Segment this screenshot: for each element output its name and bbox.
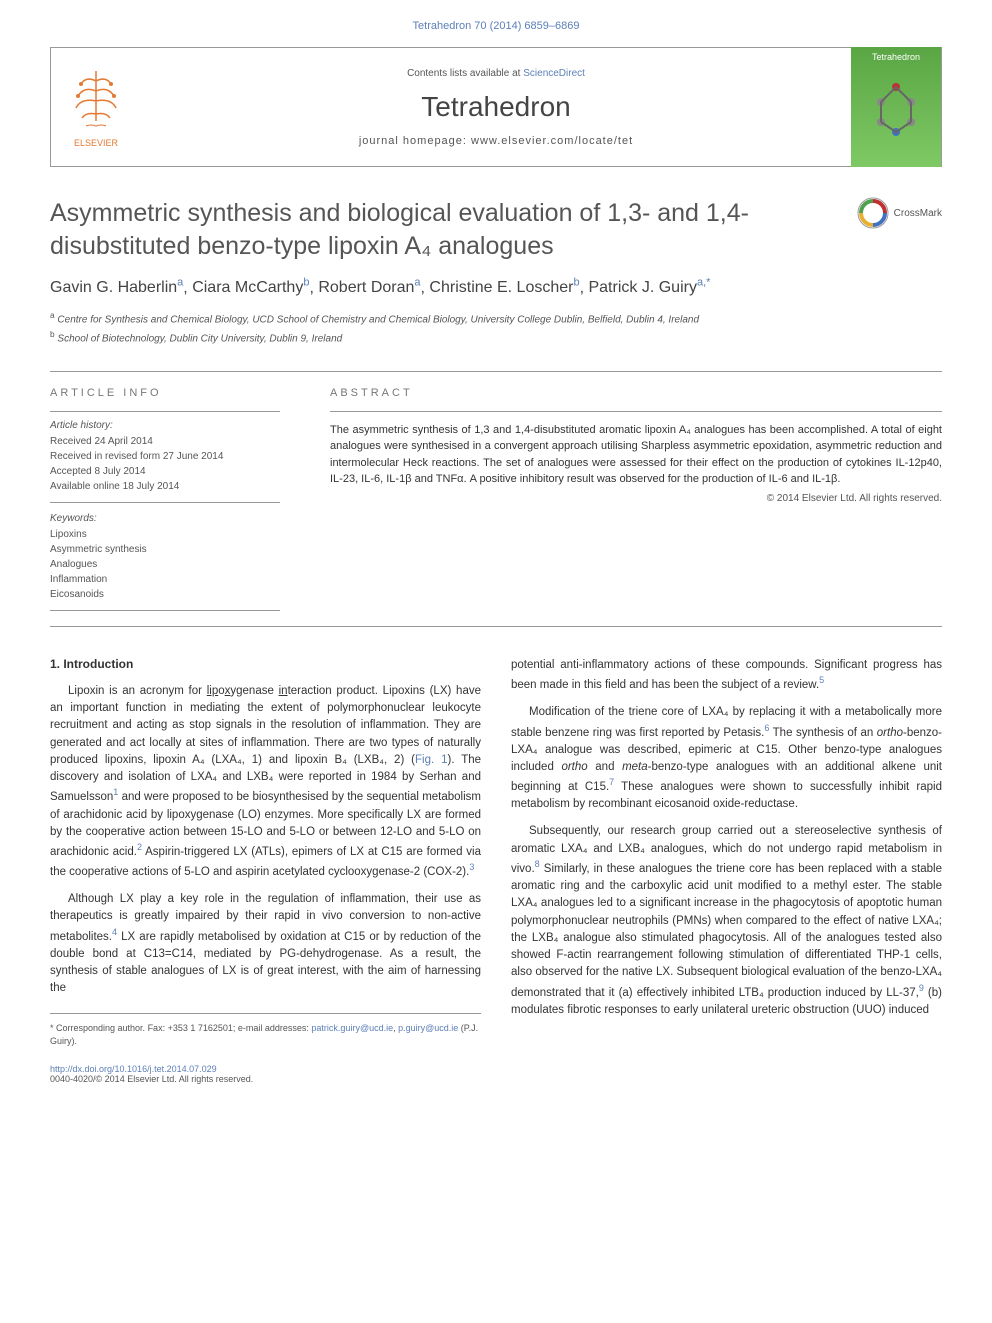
author: Gavin G. Haberlina xyxy=(50,279,183,296)
keyword-item: Eicosanoids xyxy=(50,587,280,602)
affiliations: a Centre for Synthesis and Chemical Biol… xyxy=(50,309,942,346)
article-info-header: ARTICLE INFO xyxy=(50,387,280,399)
sciencedirect-link[interactable]: ScienceDirect xyxy=(523,68,585,79)
email-link-2[interactable]: p.guiry@ucd.ie xyxy=(398,1023,458,1033)
journal-cover: Tetrahedron xyxy=(851,47,941,167)
abstract-text: The asymmetric synthesis of 1,3 and 1,4-… xyxy=(330,411,942,488)
author: Patrick J. Guirya,* xyxy=(588,279,710,296)
keyword-item: Analogues xyxy=(50,557,280,572)
journal-reference: Tetrahedron 70 (2014) 6859–6869 xyxy=(50,20,942,32)
col2-p3: Subsequently, our research group carried… xyxy=(511,823,942,1018)
abstract-copyright: © 2014 Elsevier Ltd. All rights reserved… xyxy=(330,493,942,504)
elsevier-tree-icon xyxy=(66,66,126,136)
crossmark-label: CrossMark xyxy=(894,208,942,219)
doi-link[interactable]: http://dx.doi.org/10.1016/j.tet.2014.07.… xyxy=(50,1064,481,1074)
homepage-url[interactable]: www.elsevier.com/locate/tet xyxy=(471,135,633,147)
elsevier-label: ELSEVIER xyxy=(74,138,118,148)
journal-homepage: journal homepage: www.elsevier.com/locat… xyxy=(141,135,851,147)
crossmark-badge[interactable]: CrossMark xyxy=(857,197,942,229)
keywords-label: Keywords: xyxy=(50,513,280,524)
abstract-header: ABSTRACT xyxy=(330,387,942,399)
intro-p2: Although LX play a key role in the regul… xyxy=(50,891,481,997)
journal-header: ELSEVIER Contents lists available at Sci… xyxy=(50,47,942,167)
article-title: Asymmetric synthesis and biological eval… xyxy=(50,197,837,262)
crossmark-icon xyxy=(857,197,889,229)
intro-p1: Lipoxin is an acronym for lipoxygenase i… xyxy=(50,683,481,881)
corresponding-author: * Corresponding author. Fax: +353 1 7162… xyxy=(50,1022,481,1049)
history-item: Accepted 8 July 2014 xyxy=(50,464,280,479)
history-item: Received 24 April 2014 xyxy=(50,434,280,449)
ref-5[interactable]: 5 xyxy=(819,675,824,685)
journal-name: Tetrahedron xyxy=(141,91,851,123)
keyword-item: Inflammation xyxy=(50,572,280,587)
issn-copyright: 0040-4020/© 2014 Elsevier Ltd. All right… xyxy=(50,1074,481,1084)
history-label: Article history: xyxy=(50,420,280,431)
author: Christine E. Loscherb xyxy=(429,279,579,296)
author: Ciara McCarthyb xyxy=(192,279,309,296)
col2-p2: Modification of the triene core of LXA₄ … xyxy=(511,704,942,813)
history-item: Received in revised form 27 June 2014 xyxy=(50,449,280,464)
right-column: potential anti-inflammatory actions of t… xyxy=(511,657,942,1084)
authors-list: Gavin G. Haberlina, Ciara McCarthyb, Rob… xyxy=(50,277,942,297)
history-item: Available online 18 July 2014 xyxy=(50,479,280,494)
left-column: 1. Introduction Lipoxin is an acronym fo… xyxy=(50,657,481,1084)
col2-p1: potential anti-inflammatory actions of t… xyxy=(511,657,942,694)
abstract-panel: ABSTRACT The asymmetric synthesis of 1,3… xyxy=(300,372,942,626)
article-info-panel: ARTICLE INFO Article history: Received 2… xyxy=(50,372,300,626)
keyword-item: Lipoxins xyxy=(50,527,280,542)
cover-molecule-icon xyxy=(866,77,926,137)
keyword-item: Asymmetric synthesis xyxy=(50,542,280,557)
author: Robert Dorana xyxy=(318,279,420,296)
intro-heading: 1. Introduction xyxy=(50,657,481,671)
ref-3[interactable]: 3 xyxy=(469,862,474,872)
email-link-1[interactable]: patrick.guiry@ucd.ie xyxy=(311,1023,393,1033)
contents-list-text: Contents lists available at ScienceDirec… xyxy=(141,68,851,79)
elsevier-logo[interactable]: ELSEVIER xyxy=(51,48,141,166)
cover-title: Tetrahedron xyxy=(872,52,920,62)
fig1-link[interactable]: Fig. 1 xyxy=(415,754,447,766)
